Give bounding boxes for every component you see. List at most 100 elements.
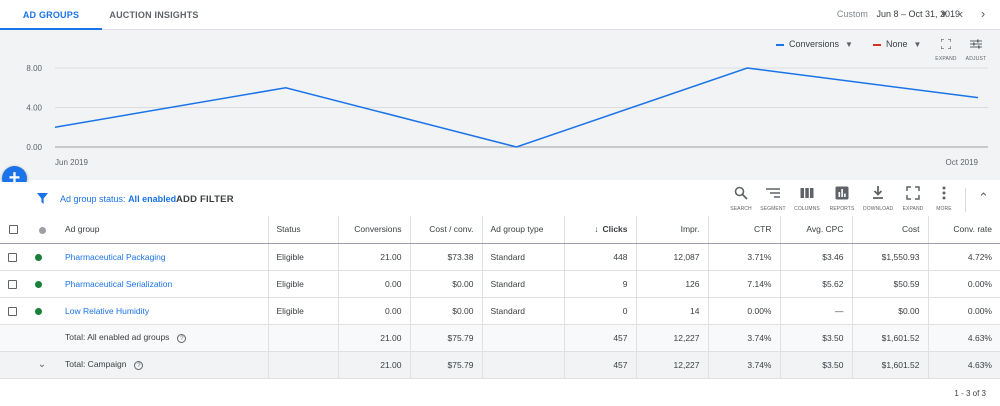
cell-type: Standard [482,297,565,325]
metric2-selector[interactable]: None ▼ [873,38,921,51]
cell-clicks: 448 [564,243,637,271]
row-checkbox[interactable] [8,252,17,262]
reports-button[interactable]: REPORTS [827,186,857,212]
table-header-row: Ad group Status Conversions Cost / conv.… [0,216,1000,244]
total-conv-rate: 4.63% [928,324,1000,352]
ad-group-link[interactable]: Low Relative Humidity [65,305,150,316]
chart-adjust-button[interactable]: ADJUST [964,36,988,62]
enabled-status-dot[interactable] [35,307,42,315]
enabled-status-dot[interactable] [35,253,42,261]
ad-groups-table: Ad group Status Conversions Cost / conv.… [0,216,1000,379]
tab-auction-insights[interactable]: AUCTION INSIGHTS [109,10,199,20]
next-period-icon[interactable]: › [980,6,986,21]
cell-cost-conv: $73.38 [410,243,483,271]
total-cost: $1,601.52 [852,324,929,352]
cell-avg-cpc: $3.46 [780,243,853,271]
download-icon [873,186,883,199]
col-ad-group[interactable]: Ad group [57,216,269,244]
row-checkbox-cell [0,270,27,298]
col-status[interactable]: Status [268,216,339,244]
reports-label: REPORTS [829,206,855,212]
col-ctr[interactable]: CTR [708,216,781,244]
row-status-cell [27,297,57,325]
col-cost-conv[interactable]: Cost / conv. [410,216,483,244]
collapse-icon[interactable]: ⌃ [978,190,989,205]
row-checkbox-cell [0,297,27,325]
total-cost: $1,601.52 [852,351,929,379]
chart-expand-label: EXPAND [935,56,957,62]
more-icon [942,186,946,200]
metric1-swatch [776,43,784,46]
date-range-label: Custom [836,9,868,19]
chart-panel: Conversions ▼ None ▼ EXPAND ADJUST 8.00 4.0… [0,30,1000,180]
metric1-selector[interactable]: Conversions ▼ [776,38,853,51]
date-range-value: Jun 8 – Oct 31, 2019 [876,9,960,19]
search-button[interactable]: SEARCH [726,186,756,212]
segment-label: SEGMENT [760,206,786,212]
segment-icon [766,188,780,198]
row-checkbox[interactable] [8,279,17,289]
total-expander-cell: ⌄ [27,351,57,379]
date-dropdown-icon[interactable]: ▼ [939,9,949,19]
table-expand-button[interactable]: EXPAND [898,186,928,212]
total-type-cell [482,351,565,379]
expand-campaign-icon[interactable]: ⌄ [37,359,47,370]
total-ctr: 3.74% [708,351,781,379]
more-label: MORE [936,206,952,212]
col-ad-group-type[interactable]: Ad group type [482,216,565,244]
cell-avg-cpc: — [780,297,853,325]
status-filter-icon[interactable] [38,226,46,234]
cell-cost-conv: $0.00 [410,297,483,325]
cell-status: Eligible [268,297,339,325]
y-tick-label: 4.00 [26,104,42,113]
columns-button[interactable]: COLUMNS [792,186,822,212]
more-button[interactable]: MORE [929,186,959,212]
date-range[interactable]: Custom Jun 8 – Oct 31, 2019 [837,0,960,30]
line-chart: 8.00 4.00 0.00 Jun 2019 Oct 2019 [26,64,988,167]
chart-expand-button[interactable]: EXPAND [935,36,957,62]
ad-group-link[interactable]: Pharmaceutical Packaging [65,251,166,262]
total-status-cell [268,324,339,352]
total-row: Total: All enabled ad groups? 21.00 $75.79… [0,324,1000,352]
col-conversions[interactable]: Conversions [338,216,411,244]
filter-value: All enabled [128,194,177,204]
row-checkbox[interactable] [8,306,17,316]
cell-status: Eligible [268,243,339,271]
x-tick-label: Oct 2019 [946,158,979,167]
add-filter-button[interactable]: ADD FILTER [176,194,234,205]
total-label-cell: Total: Campaign? [57,351,269,379]
table-row: Pharmaceutical Packaging Eligible 21.00 $73… [0,243,1000,271]
cell-clicks: 0 [564,297,637,325]
total-avg-cpc: $3.50 [780,351,853,379]
col-avg-cpc[interactable]: Avg. CPC [780,216,853,244]
table-row: Low Relative Humidity Eligible 0.00 $0.00 St… [0,297,1000,325]
col-impr[interactable]: Impr. [636,216,709,244]
cell-impr: 14 [636,297,709,325]
y-tick-label: 8.00 [26,64,42,73]
status-dot-header [27,216,57,244]
prev-period-icon[interactable]: ‹ [958,6,964,21]
table-row: Pharmaceutical Serialization Eligible 0.00… [0,270,1000,298]
ad-group-link[interactable]: Pharmaceutical Serialization [65,278,173,289]
chart-adjust-label: ADJUST [965,56,987,62]
total-type-cell [482,324,565,352]
help-icon[interactable]: ? [134,360,144,370]
help-icon[interactable]: ? [177,333,187,343]
col-clicks[interactable]: ↓ Clicks [564,216,637,244]
top-bar: AD GROUPS AUCTION INSIGHTS Custom Jun 8 … [0,0,1000,30]
filter-icon[interactable] [37,193,48,204]
total-status-cell [268,351,339,379]
cell-ctr: 7.14% [708,270,781,298]
tab-ad-groups[interactable]: AD GROUPS [0,0,102,30]
download-button[interactable]: DOWNLOAD [863,186,893,212]
total-cost-conv: $75.79 [410,351,483,379]
cell-type: Standard [482,243,565,271]
select-all-checkbox[interactable] [9,225,18,235]
filter-chip[interactable]: Ad group status: All enabled [60,194,176,204]
row-checkbox-cell [0,243,27,271]
segment-button[interactable]: SEGMENT [758,186,788,212]
col-conv-rate[interactable]: Conv. rate [928,216,1000,244]
sort-arrow-icon: ↓ [594,224,599,235]
col-cost[interactable]: Cost [852,216,929,244]
enabled-status-dot[interactable] [35,280,42,288]
